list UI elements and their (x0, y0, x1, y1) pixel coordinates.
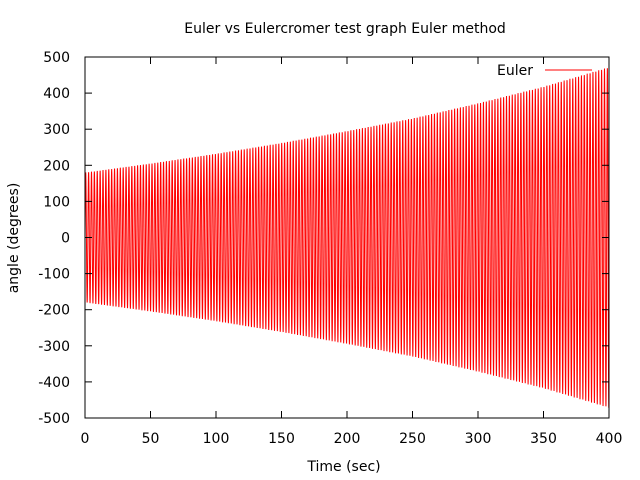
x-tick-label: 150 (268, 431, 295, 447)
legend: Euler (497, 63, 592, 79)
y-tick-label: -100 (38, 267, 70, 283)
y-tick-label: 500 (43, 50, 70, 66)
x-axis-label: Time (sec) (306, 459, 380, 475)
x-tick-label: 300 (465, 431, 492, 447)
y-tick-label: 200 (43, 158, 70, 174)
x-tick-label: 350 (530, 431, 557, 447)
x-tick-label: 250 (399, 431, 426, 447)
series-line-euler (84, 68, 610, 408)
x-tick-label: 0 (81, 431, 90, 447)
y-tick-label: 400 (43, 86, 70, 102)
x-tick-label: 100 (203, 431, 230, 447)
plot-series (84, 68, 610, 408)
x-axis-ticks: 0 50 100 150 200 250 300 350 400 (81, 57, 623, 447)
legend-label: Euler (497, 63, 533, 79)
y-tick-label: 300 (43, 122, 70, 138)
x-tick-label: 400 (596, 431, 623, 447)
y-tick-label: -300 (38, 339, 70, 355)
x-tick-label: 200 (334, 431, 361, 447)
y-tick-label: -200 (38, 303, 70, 319)
chart-title: Euler vs Eulercromer test graph Euler me… (184, 21, 506, 37)
y-tick-label: 0 (61, 231, 70, 247)
y-tick-label: -500 (38, 411, 70, 427)
y-tick-label: -400 (38, 375, 70, 391)
x-tick-label: 50 (142, 431, 160, 447)
y-axis-label: angle (degrees) (6, 183, 22, 294)
y-tick-label: 100 (43, 194, 70, 210)
y-axis-ticks: -500 -400 -300 -200 -100 0 100 200 300 400 500 (38, 50, 609, 427)
